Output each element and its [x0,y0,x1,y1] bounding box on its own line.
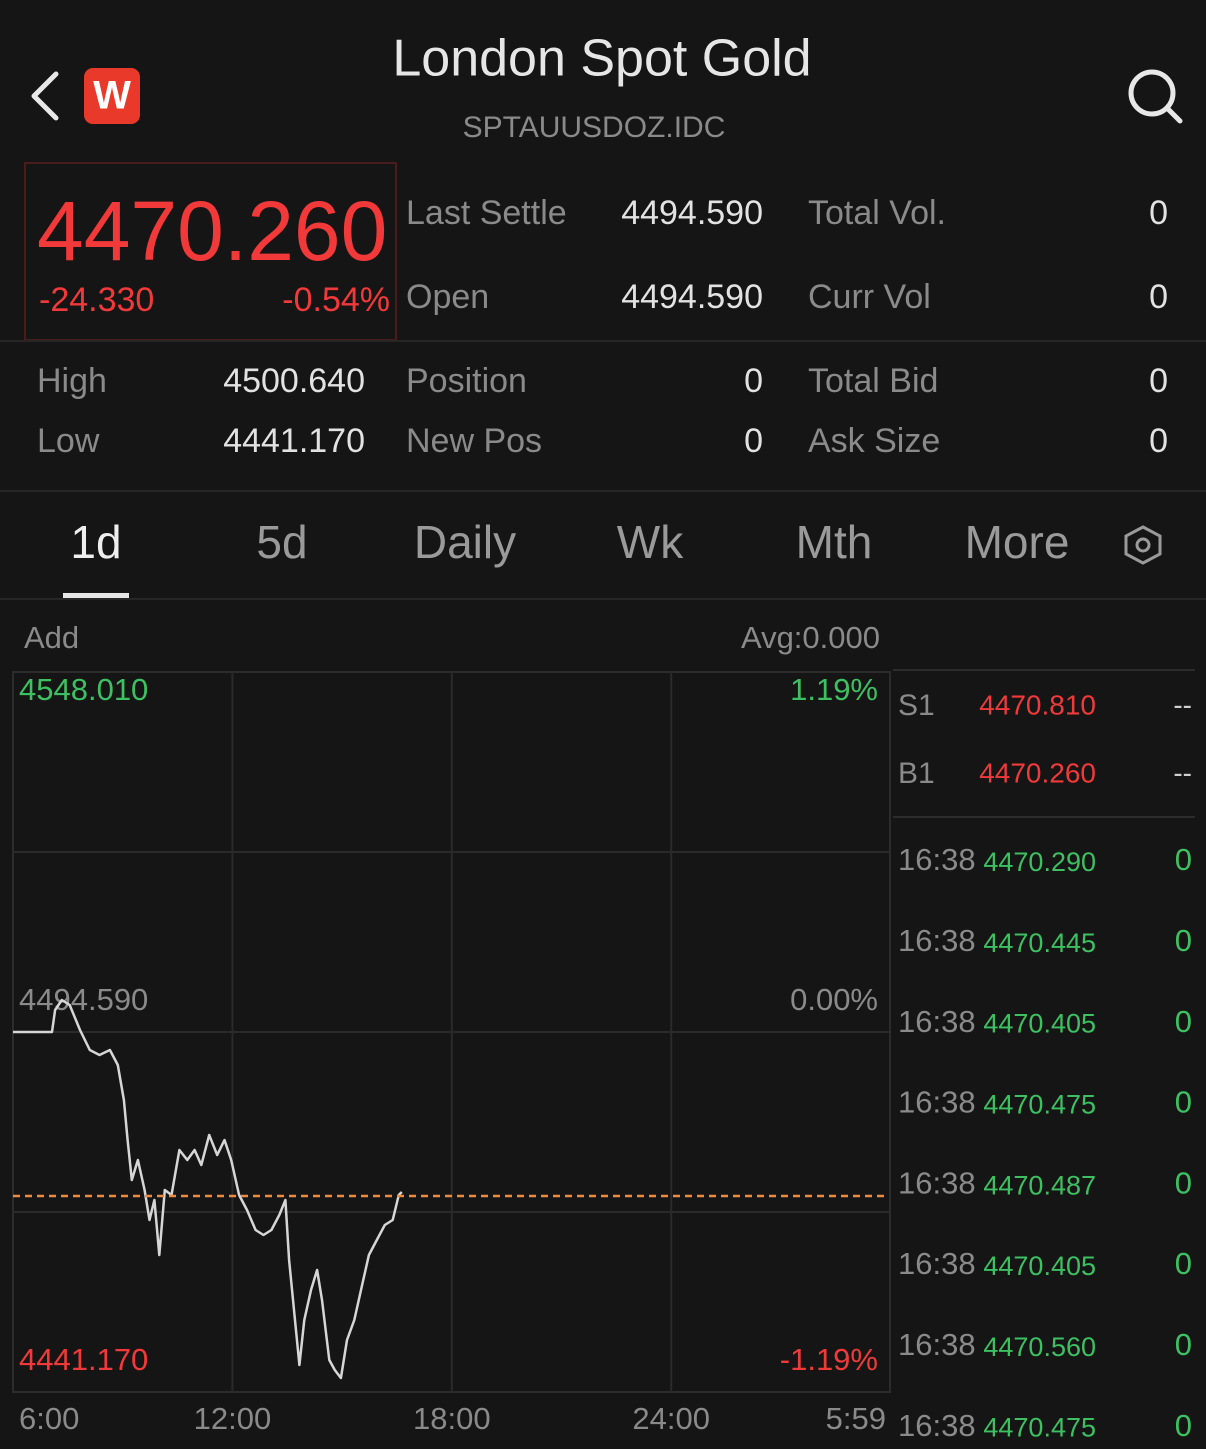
price-change-pct: -0.54% [282,281,390,319]
trade-time: 16:38 [898,923,976,958]
stat-label: Total Bid [808,362,938,400]
period-tab[interactable]: Mth [796,516,873,568]
tab-indicator [63,593,129,598]
book-size: -- [1173,757,1192,788]
trade-size: 0 [1175,1408,1192,1443]
trade-size: 0 [1175,1246,1192,1281]
trade-price: 4470.405 [983,1251,1096,1281]
trade-time: 16:38 [898,1408,976,1443]
y2-tick-label: -1.19% [780,1342,878,1377]
trade-size: 0 [1175,1085,1192,1120]
trade-price: 4470.405 [983,1009,1096,1039]
trade-time: 16:38 [898,1327,976,1362]
last-price: 4470.260 [37,184,387,278]
stat-label: Ask Size [808,422,940,460]
trade-size: 0 [1175,1327,1192,1362]
stat-value: 0 [1149,362,1168,400]
trade-size: 0 [1175,842,1192,877]
search-button[interactable] [1128,69,1183,124]
add-indicator[interactable]: Add [24,620,79,655]
price-line [13,998,403,1380]
x-tick-label: 12:00 [194,1401,272,1436]
trade-time: 16:38 [898,842,976,877]
y2-tick-label: 1.19% [790,672,878,707]
trade-price: 4470.445 [983,928,1096,958]
trade-time: 16:38 [898,1085,976,1120]
price-change: -24.330 [39,281,154,319]
trade-price: 4470.475 [983,1413,1096,1443]
stat-value: 0 [1149,278,1168,316]
stat-label: Low [37,422,100,460]
stat-label: High [37,362,107,400]
trade-time: 16:38 [898,1165,976,1200]
y2-tick-label: 0.00% [790,982,878,1017]
trade-price: 4470.475 [983,1090,1096,1120]
stat-value: 4494.590 [621,194,763,232]
book-side: B1 [898,757,935,790]
title: London Spot Gold [392,30,811,88]
logo-letter: W [93,74,131,118]
chart-settings-dot [1135,537,1151,553]
period-tab[interactable]: 1d [70,516,121,568]
stat-label: Last Settle [406,194,567,232]
book-price: 4470.260 [979,757,1096,788]
y-tick-label: 4441.170 [19,1342,148,1377]
period-tab[interactable]: 5d [256,516,307,568]
stat-value: 0 [744,422,763,460]
stat-label: Position [406,362,527,400]
symbol: SPTAUUSDOZ.IDC [463,111,726,144]
stat-value: 0 [1149,194,1168,232]
trade-size: 0 [1175,1004,1192,1039]
trade-size: 0 [1175,1165,1192,1200]
stat-value: 4441.170 [223,422,365,460]
stat-label: Total Vol. [808,194,946,232]
period-tab[interactable]: Wk [617,516,684,568]
app-logo [84,68,140,124]
book-side: S1 [898,689,935,722]
book-size: -- [1173,689,1192,720]
stat-label: Curr Vol [808,278,931,316]
stat-value: 4500.640 [223,362,365,400]
x-tick-label: 6:00 [19,1401,79,1436]
trade-price: 4470.560 [983,1332,1096,1362]
period-tab[interactable]: Daily [414,516,516,568]
chart-settings[interactable] [1124,525,1162,565]
stat-label: New Pos [406,422,542,460]
y-tick-label: 4548.010 [19,672,148,707]
trade-time: 16:38 [898,1004,976,1039]
stat-label: Open [406,278,489,316]
stat-value: 0 [1149,422,1168,460]
back-button[interactable] [31,71,59,121]
x-tick-label: 24:00 [632,1401,710,1436]
y-tick-label: 4494.590 [19,982,148,1017]
avg-label: Avg:0.000 [741,620,880,655]
stat-value: 4494.590 [621,278,763,316]
x-tick-label: 5:59 [826,1401,886,1436]
x-tick-label: 18:00 [413,1401,491,1436]
trade-price: 4470.487 [983,1170,1096,1200]
search-icon-handle [1164,105,1183,124]
trade-price: 4470.290 [983,847,1096,877]
book-price: 4470.810 [979,689,1096,720]
period-tab[interactable]: More [965,516,1070,568]
trade-time: 16:38 [898,1246,976,1281]
search-icon [1128,69,1176,117]
trade-size: 0 [1175,923,1192,958]
stat-value: 0 [744,362,763,400]
